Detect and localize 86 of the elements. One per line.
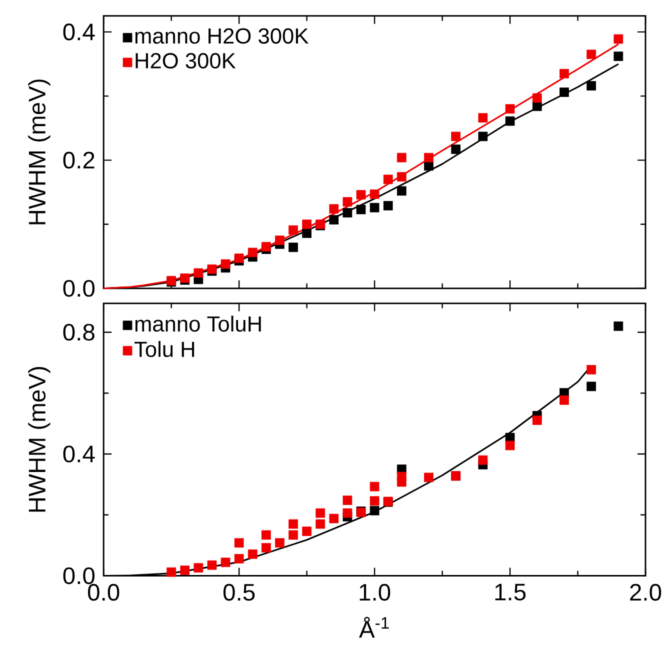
x-tick-label: 1.0 — [360, 584, 390, 601]
x-tick-label: 0.0 — [88, 584, 120, 601]
y-tick-label: 0.4 — [63, 23, 95, 40]
point — [370, 496, 380, 506]
point — [342, 495, 352, 505]
point — [586, 50, 596, 59]
point — [275, 538, 284, 548]
x-tick-label: 0.5 — [223, 584, 255, 601]
point — [288, 242, 298, 252]
legend-label: Tolu H — [134, 340, 194, 357]
point — [505, 116, 515, 126]
point — [424, 152, 434, 162]
y-tick-label: 0.4 — [63, 445, 95, 462]
point — [383, 174, 393, 184]
y-axis-title: HWHM (meV) — [28, 366, 50, 512]
point — [288, 225, 298, 235]
point — [316, 508, 326, 518]
point — [370, 506, 380, 516]
point — [424, 472, 434, 482]
point — [451, 132, 461, 141]
point — [614, 34, 624, 44]
y-tick-label: 0.2 — [63, 152, 94, 168]
point — [505, 440, 515, 450]
point — [396, 172, 406, 182]
point — [234, 538, 244, 548]
point — [342, 196, 352, 206]
point — [342, 208, 352, 218]
point — [288, 519, 298, 528]
x-tick-label: 1.5 — [495, 584, 526, 600]
point — [478, 132, 488, 141]
point — [370, 202, 380, 212]
point — [302, 219, 312, 229]
point — [261, 530, 271, 540]
point — [370, 482, 380, 492]
legend-label: manno ToluH — [135, 315, 261, 332]
point — [356, 204, 366, 214]
y-tick-label: 0.0 — [63, 567, 95, 584]
point — [220, 557, 230, 567]
point — [194, 562, 204, 572]
point — [316, 519, 326, 528]
point — [383, 200, 393, 210]
point — [560, 68, 569, 78]
point — [329, 214, 339, 224]
point — [451, 144, 461, 154]
point — [261, 542, 271, 552]
point — [586, 80, 596, 90]
y-tick-label: 0.8 — [63, 324, 94, 340]
point — [532, 415, 542, 425]
point — [288, 530, 298, 540]
point — [207, 560, 217, 570]
point — [396, 472, 406, 482]
point — [396, 152, 406, 162]
point — [614, 321, 624, 331]
point — [586, 364, 596, 374]
point — [248, 549, 258, 559]
point — [329, 514, 339, 524]
point — [180, 565, 190, 575]
point — [329, 204, 339, 214]
point — [234, 554, 244, 564]
point — [478, 455, 488, 465]
point — [261, 242, 271, 252]
point — [505, 104, 515, 114]
point — [234, 253, 244, 263]
point — [302, 228, 312, 238]
point — [560, 87, 569, 97]
point — [342, 508, 352, 518]
point — [396, 186, 406, 196]
point — [356, 190, 366, 200]
point — [478, 112, 488, 122]
legend-label: manno H2O 300K — [135, 28, 308, 44]
point — [560, 395, 569, 405]
point — [586, 382, 596, 391]
point — [302, 526, 312, 536]
point — [220, 259, 230, 268]
point — [166, 567, 176, 577]
y-tick-label: 0.0 — [63, 280, 95, 297]
y-axis-title: HWHM (meV) — [28, 79, 50, 224]
point — [194, 268, 204, 278]
point — [532, 93, 542, 102]
x-tick-label: 2.0 — [630, 584, 662, 601]
point — [248, 248, 258, 257]
legend-label: H2O 300K — [136, 52, 236, 68]
point — [275, 235, 284, 245]
point — [614, 51, 624, 61]
x-axis-title: Å$^{-1}$ — [359, 616, 389, 638]
point — [370, 189, 380, 199]
